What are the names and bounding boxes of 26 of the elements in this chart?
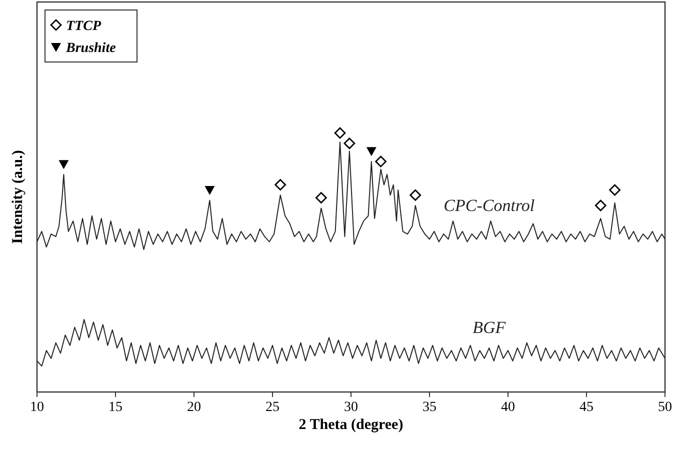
series-label: CPC-Control [444,196,535,216]
point [334,127,346,139]
point [609,184,620,196]
x-tick-label: 25 [266,400,280,415]
x-tick-label: 15 [108,400,122,415]
point [204,186,215,195]
series-label: BGF [472,318,506,337]
x-tick-label: 30 [344,400,358,415]
point [375,156,387,168]
y-axis-title: Intensity (a.u.) [10,150,26,244]
x-tick-label: 45 [580,400,594,415]
x-tick-label: 35 [422,400,436,415]
point [315,192,327,204]
point [366,147,376,156]
x-tick-label: 50 [658,400,672,415]
point [410,189,422,201]
x-tick-label: 20 [187,400,201,415]
x-tick-label: 40 [501,400,515,415]
legend-label: Brushite [65,41,116,56]
x-tick-label: 10 [30,400,44,415]
legend-label: TTCP [66,19,102,34]
point [594,200,606,212]
point [344,138,356,150]
point [274,179,286,190]
point [58,160,69,170]
x-axis-title: 2 Theta (degree) [298,417,404,433]
